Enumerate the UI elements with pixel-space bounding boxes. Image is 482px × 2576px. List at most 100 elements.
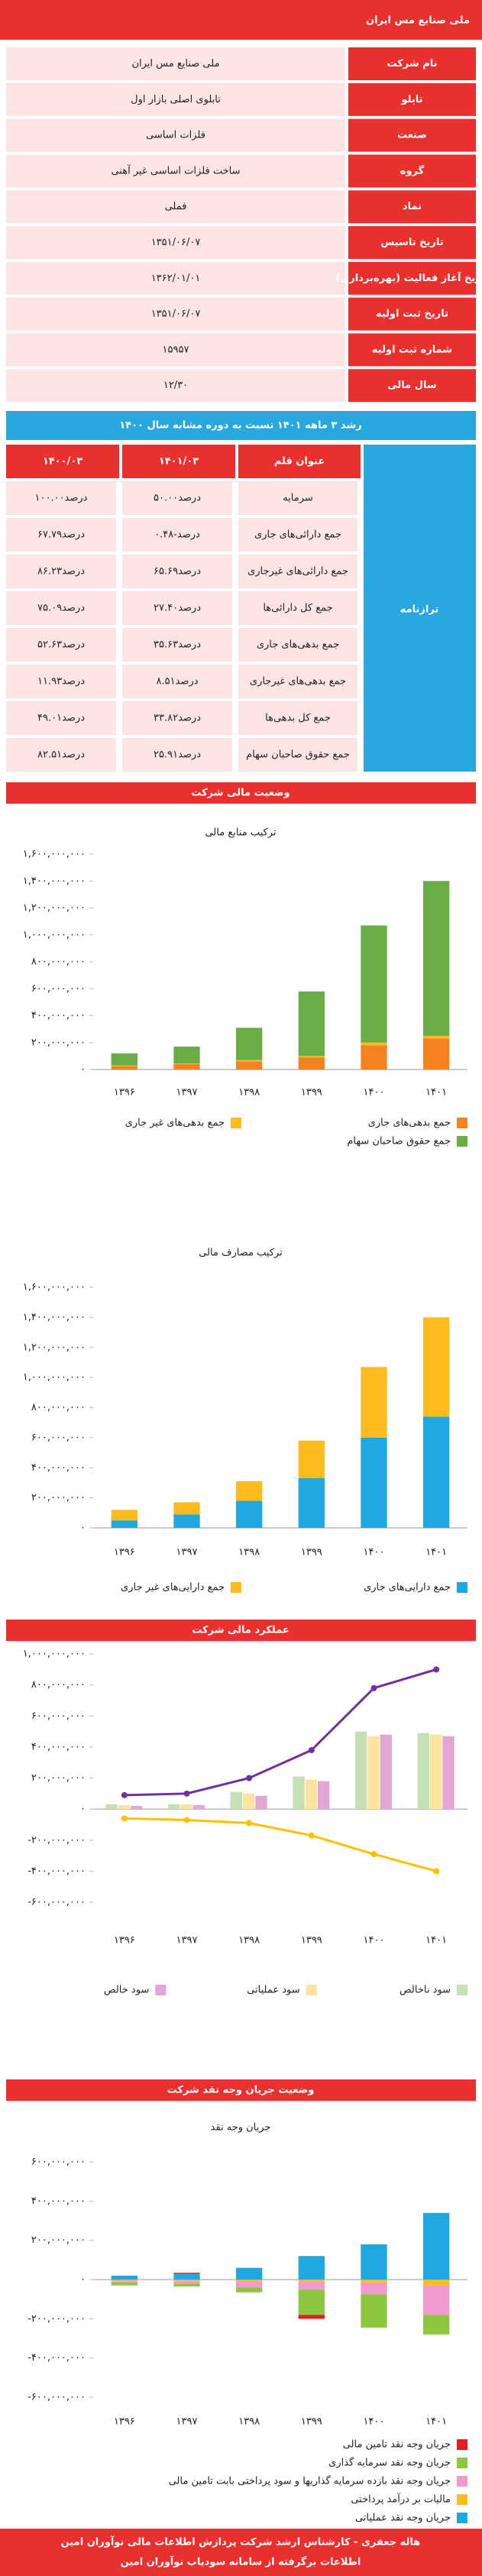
bar-segment (173, 2283, 200, 2286)
balance-side-label: ترازنامه (400, 604, 439, 616)
info-value-cell (6, 369, 345, 403)
bar-segment (298, 2256, 325, 2280)
y-tick-label: ۱,۲۰۰,۰۰۰,۰۰۰ (23, 1341, 86, 1353)
balance-cell (122, 701, 232, 735)
bar-segment (361, 2294, 387, 2328)
bar-segment (423, 2285, 450, 2315)
line-marker (121, 1815, 128, 1822)
info-label: تاریخ آغاز فعالیت (بهره‌برداری) (335, 271, 482, 284)
x-tick-label: ۱۳۹۸ (238, 2416, 260, 2428)
y-tick-label: -۲۰۰,۰۰۰,۰۰۰ (27, 2313, 86, 2325)
y-tick-label: ۲۰۰,۰۰۰,۰۰۰ (31, 1037, 86, 1048)
balance-value: جمع کل بدهی‌ها (265, 713, 331, 724)
info-value: ملی صنایع مس ایران (131, 58, 219, 70)
legend-swatch (457, 2494, 467, 2505)
line-marker (433, 1868, 440, 1875)
bar (243, 1793, 255, 1810)
bar-segment (423, 1416, 450, 1528)
x-tick-label: ۱۳۹۶ (114, 2416, 135, 2428)
line-marker (246, 1820, 253, 1827)
bar (168, 1804, 180, 1810)
balance-header: ۱۴۰۰/۰۳ (43, 456, 82, 468)
legend-label: جریان وجه نقد سرمایه گذاری (328, 2457, 451, 2469)
bar-segment (111, 1066, 137, 1070)
bar (192, 1805, 205, 1810)
balance-header-cell (122, 445, 235, 478)
x-tick-label: ۱۴۰۱ (425, 2416, 447, 2428)
balance-value: سرمایه (283, 493, 313, 504)
bar-segment (111, 1510, 137, 1521)
line-marker (308, 1832, 315, 1839)
info-label-cell (348, 83, 476, 116)
bar-segment (173, 1063, 200, 1064)
bar (293, 1776, 305, 1810)
x-tick-label: ۱۴۰۱ (425, 1087, 447, 1099)
bar-segment (236, 2267, 263, 2280)
line (124, 1817, 437, 1872)
bar (305, 1779, 317, 1810)
balance-cell (6, 738, 116, 772)
balance-value: ۱۰۰.۰۰درصد (35, 493, 88, 504)
balance-header: عنوان قلم (274, 456, 325, 468)
bar-segment (361, 1437, 387, 1528)
legend-swatch (457, 2513, 467, 2523)
info-value: فلزات اساسی (146, 130, 205, 141)
balance-cell (238, 518, 357, 552)
y-tick-label: ۰ (80, 1804, 86, 1815)
bar-segment (111, 2282, 137, 2286)
y-tick-label: ۲۰۰,۰۰۰,۰۰۰ (31, 1492, 86, 1503)
legend-label: سود ناخالص (400, 1985, 451, 1996)
section-bar (6, 1620, 476, 1641)
bar-segment (236, 2281, 263, 2288)
bar (380, 1734, 392, 1810)
line-marker (183, 1790, 190, 1797)
bar-segment (173, 1047, 200, 1064)
y-tick-label: ۰ (80, 2274, 86, 2286)
bar-segment (423, 1038, 450, 1070)
y-tick-label: ۱,۲۰۰,۰۰۰,۰۰۰ (23, 902, 86, 914)
balance-cell (6, 628, 116, 662)
x-tick-label: ۱۳۹۹ (301, 2416, 322, 2428)
legend-swatch (457, 2476, 467, 2487)
balance-value: ۰.۴۸-درصد (154, 529, 200, 541)
info-label: سال مالی (387, 380, 436, 391)
balance-value: جمع بدهی‌های غیرجاری (250, 676, 346, 688)
bar-segment (361, 2244, 387, 2280)
legend-label: سود عملیاتی (247, 1985, 299, 1996)
balance-side-cell (364, 445, 476, 772)
x-tick-label: ۱۳۹۷ (176, 1935, 198, 1947)
info-label-cell (348, 297, 476, 331)
balance-value: جمع دارائی‌های غیرجاری (247, 566, 348, 578)
info-value: تابلوی اصلی بازار اول (131, 94, 221, 105)
balance-cell (122, 738, 232, 772)
bar-segment (423, 881, 450, 1036)
bar-segment (423, 2315, 450, 2335)
legend-swatch (457, 1582, 467, 1593)
bar (255, 1795, 267, 1810)
y-tick-label: ۲۰۰,۰۰۰,۰۰۰ (31, 1772, 86, 1784)
info-value: ۱۳۵۱/۰۶/۰۷ (151, 237, 201, 248)
x-tick-label: ۱۳۹۶ (114, 1935, 135, 1947)
y-tick-label: ۶۰۰,۰۰۰,۰۰۰ (31, 1432, 86, 1443)
section-title: وضعیت جریان وجه نقد شرکت (167, 2085, 315, 2096)
legend-label: جریان وجه نقد عملیاتی (355, 2513, 451, 2524)
info-value-cell (6, 47, 345, 80)
bar-segment (423, 2280, 450, 2286)
footer-line: هاله جعفری - کارشناس ارشد شرکت پردازش اط… (61, 2536, 421, 2548)
balance-cell (6, 555, 116, 588)
line-marker (433, 1666, 440, 1673)
info-label: نام شرکت (387, 58, 437, 70)
info-value: ساخت فلزات اساسی غیر آهنی (111, 163, 240, 176)
legend-label: جمع دارایی‌های غیر جاری (121, 1582, 225, 1594)
y-tick-label: ۶۰۰,۰۰۰,۰۰۰ (31, 983, 86, 995)
legend-swatch (457, 2458, 467, 2468)
balance-value: ۶۷.۷۹درصد (37, 529, 85, 541)
y-tick-label: ۱,۴۰۰,۰۰۰,۰۰۰ (23, 1312, 86, 1323)
bar-segment (298, 1478, 325, 1528)
balance-value: ۸.۵۱درصد (156, 676, 198, 688)
bar-segment (298, 2281, 325, 2290)
balance-cell (238, 481, 357, 515)
balance-cell (122, 518, 232, 552)
y-tick-label: ۶۰۰,۰۰۰,۰۰۰ (31, 1710, 86, 1722)
